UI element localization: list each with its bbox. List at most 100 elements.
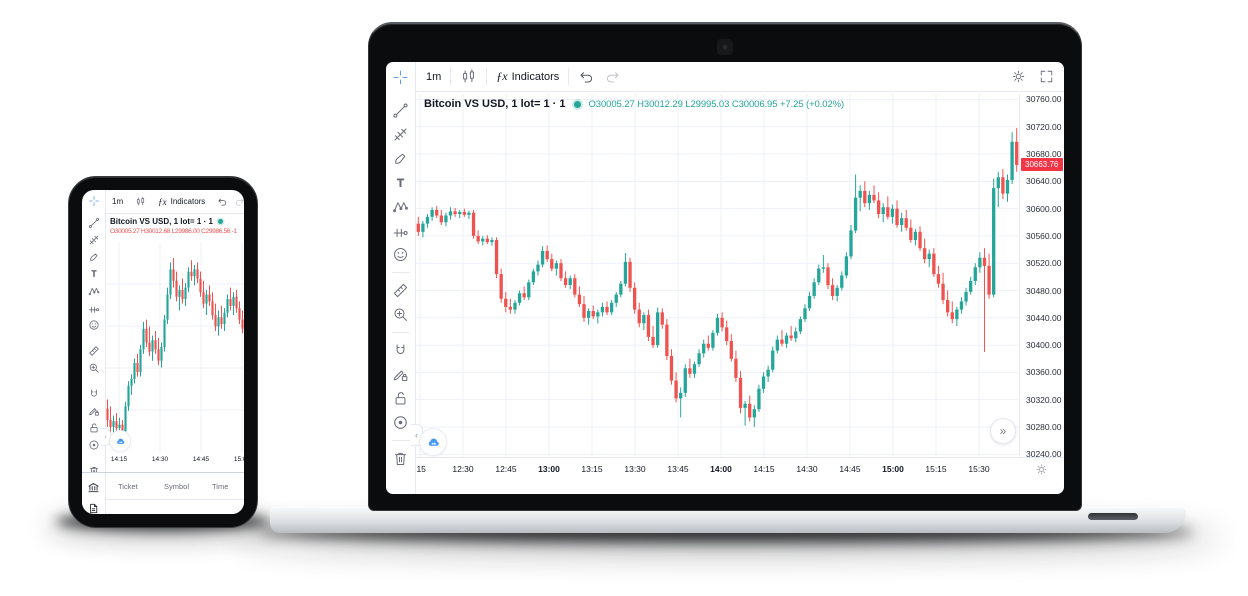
time-tick-label: 15:00 (882, 464, 904, 474)
forecast-tool[interactable] (392, 222, 409, 239)
time-tick-label: 14:30 (796, 464, 818, 474)
undo-button[interactable] (578, 68, 595, 85)
indicators-button[interactable]: ƒx Indicators (496, 69, 559, 84)
price-tick-label: 30320.00 (1026, 394, 1062, 405)
remove-drawings-button[interactable] (392, 450, 409, 467)
magnet-mode-button[interactable] (88, 388, 100, 400)
time-tick-label: 14:30 (151, 456, 169, 463)
brush-icon (392, 150, 409, 167)
emoji-tool[interactable] (88, 319, 100, 331)
xabcd-pattern-tool[interactable] (392, 198, 409, 215)
hide-drawings-button[interactable] (392, 414, 409, 431)
interval-button[interactable]: 1m (112, 197, 124, 206)
time-axis[interactable]: 14:15 14:30 14:45 15:00 (106, 454, 244, 468)
redo-button[interactable] (234, 196, 244, 207)
xabcd-pattern-tool[interactable] (88, 285, 100, 297)
text-tool[interactable] (392, 174, 409, 191)
price-tick-label: 30520.00 (1026, 258, 1062, 269)
unlock-button[interactable] (88, 422, 100, 434)
toolbar-separator (450, 68, 452, 85)
price-tick-label: 30600.00 (1026, 203, 1062, 214)
crosshair-tool[interactable] (392, 69, 409, 86)
cloud-icon (426, 435, 441, 450)
lock-drawings-button[interactable] (88, 405, 100, 417)
undo-button[interactable] (217, 196, 228, 207)
chart-type-button[interactable] (460, 68, 477, 85)
time-tick-label: 13:45 (667, 464, 689, 474)
indicators-button[interactable]: ƒx Indicators (158, 197, 205, 207)
order-journal-button[interactable] (87, 502, 100, 514)
trade-accounts-button[interactable] (87, 481, 100, 494)
chart-type-button[interactable] (135, 196, 146, 207)
crosshair-icon (392, 69, 409, 86)
remove-drawings-button[interactable] (88, 465, 100, 472)
symbol-legend: Bitcoin VS USD, 1 lot= 1 · 1 (110, 217, 223, 226)
expand-icon (1039, 69, 1054, 84)
unlock-button[interactable] (392, 390, 409, 407)
unlock-icon (88, 422, 100, 434)
eye-icon (392, 414, 409, 431)
measure-tool[interactable] (392, 282, 409, 299)
fx-icon: ƒx (496, 69, 508, 83)
ohlc-readout: O30005.27 H30012.68 L29986.00 C29986.56 … (110, 228, 237, 235)
trend-icon (392, 102, 409, 119)
fullscreen-button[interactable] (1039, 69, 1054, 84)
gann-fib-tool[interactable] (88, 234, 100, 246)
measure-tool[interactable] (88, 345, 100, 357)
price-tick-label: 30720.00 (1026, 121, 1062, 132)
redo-button[interactable] (604, 68, 621, 85)
candlestick-chart[interactable] (416, 94, 1019, 457)
symbol-title[interactable]: Bitcoin VS USD, 1 lot= 1 · 1 (424, 98, 566, 110)
crosshair-tool[interactable] (88, 195, 100, 207)
time-tick-label: 13:15 (581, 464, 603, 474)
market-status-dot (217, 219, 223, 224)
settings-button[interactable] (1011, 69, 1026, 84)
time-tick-label: 14:45 (192, 456, 210, 463)
bank-icon (87, 481, 100, 494)
laptop-camera (717, 39, 733, 55)
cloud-sync-button[interactable] (419, 428, 447, 456)
time-axis-border (416, 457, 1064, 458)
trend-line-tool[interactable] (88, 217, 100, 229)
toolbar-separator (568, 68, 570, 85)
last-price-badge: 30663.76 (1021, 158, 1063, 172)
symbol-title[interactable]: Bitcoin VS USD, 1 lot= 1 · 1 (110, 217, 213, 226)
emoji-icon (88, 319, 100, 331)
column-header-symbol[interactable]: Symbol (164, 482, 190, 491)
brush-tool[interactable] (392, 150, 409, 167)
candlestick-chart[interactable] (106, 242, 244, 452)
price-tick-label: 30360.00 (1026, 367, 1062, 378)
brush-tool[interactable] (88, 251, 100, 263)
eye-icon (88, 439, 100, 451)
interval-button[interactable]: 1m (426, 70, 442, 83)
text-tool[interactable] (88, 268, 100, 280)
price-tick-label: 30400.00 (1026, 340, 1062, 351)
hide-drawings-button[interactable] (88, 439, 100, 451)
time-axis[interactable]: :15 12:30 12:45 13:00 13:15 13:30 13:45 14:00 14… (416, 461, 1019, 481)
time-tick-label: 12:30 (452, 464, 474, 474)
zoom-in-tool[interactable] (88, 362, 100, 374)
scroll-to-latest-button[interactable]: » (990, 418, 1016, 444)
price-tick-label: 30680.00 (1026, 149, 1062, 160)
drawing-toolbar (386, 62, 416, 494)
redo-icon (234, 196, 244, 207)
price-axis[interactable]: 30663.76 30760.00 30720.00 30680.00 30640.0… (1019, 94, 1064, 459)
magnet-mode-button[interactable] (392, 342, 409, 359)
gann-fib-tool[interactable] (392, 126, 409, 143)
price-tick-label: 30560.00 (1026, 230, 1062, 241)
trend-line-tool[interactable] (392, 102, 409, 119)
zoom-in-tool[interactable] (392, 306, 409, 323)
column-header-ticket[interactable]: Ticket (118, 482, 138, 491)
column-header-time[interactable]: Time (212, 482, 229, 491)
emoji-tool[interactable] (392, 246, 409, 263)
price-tick-label: 30640.00 (1026, 176, 1062, 187)
time-tick-label: 13:00 (538, 464, 560, 474)
cloud-sync-button[interactable] (109, 430, 131, 452)
forecast-tool[interactable] (88, 302, 100, 314)
crosshair-icon (88, 195, 100, 207)
text-icon (88, 268, 100, 280)
axis-settings-button[interactable] (1019, 461, 1064, 489)
forecast-icon (88, 302, 100, 314)
indicators-label: Indicators (170, 197, 206, 206)
lock-drawings-button[interactable] (392, 366, 409, 383)
